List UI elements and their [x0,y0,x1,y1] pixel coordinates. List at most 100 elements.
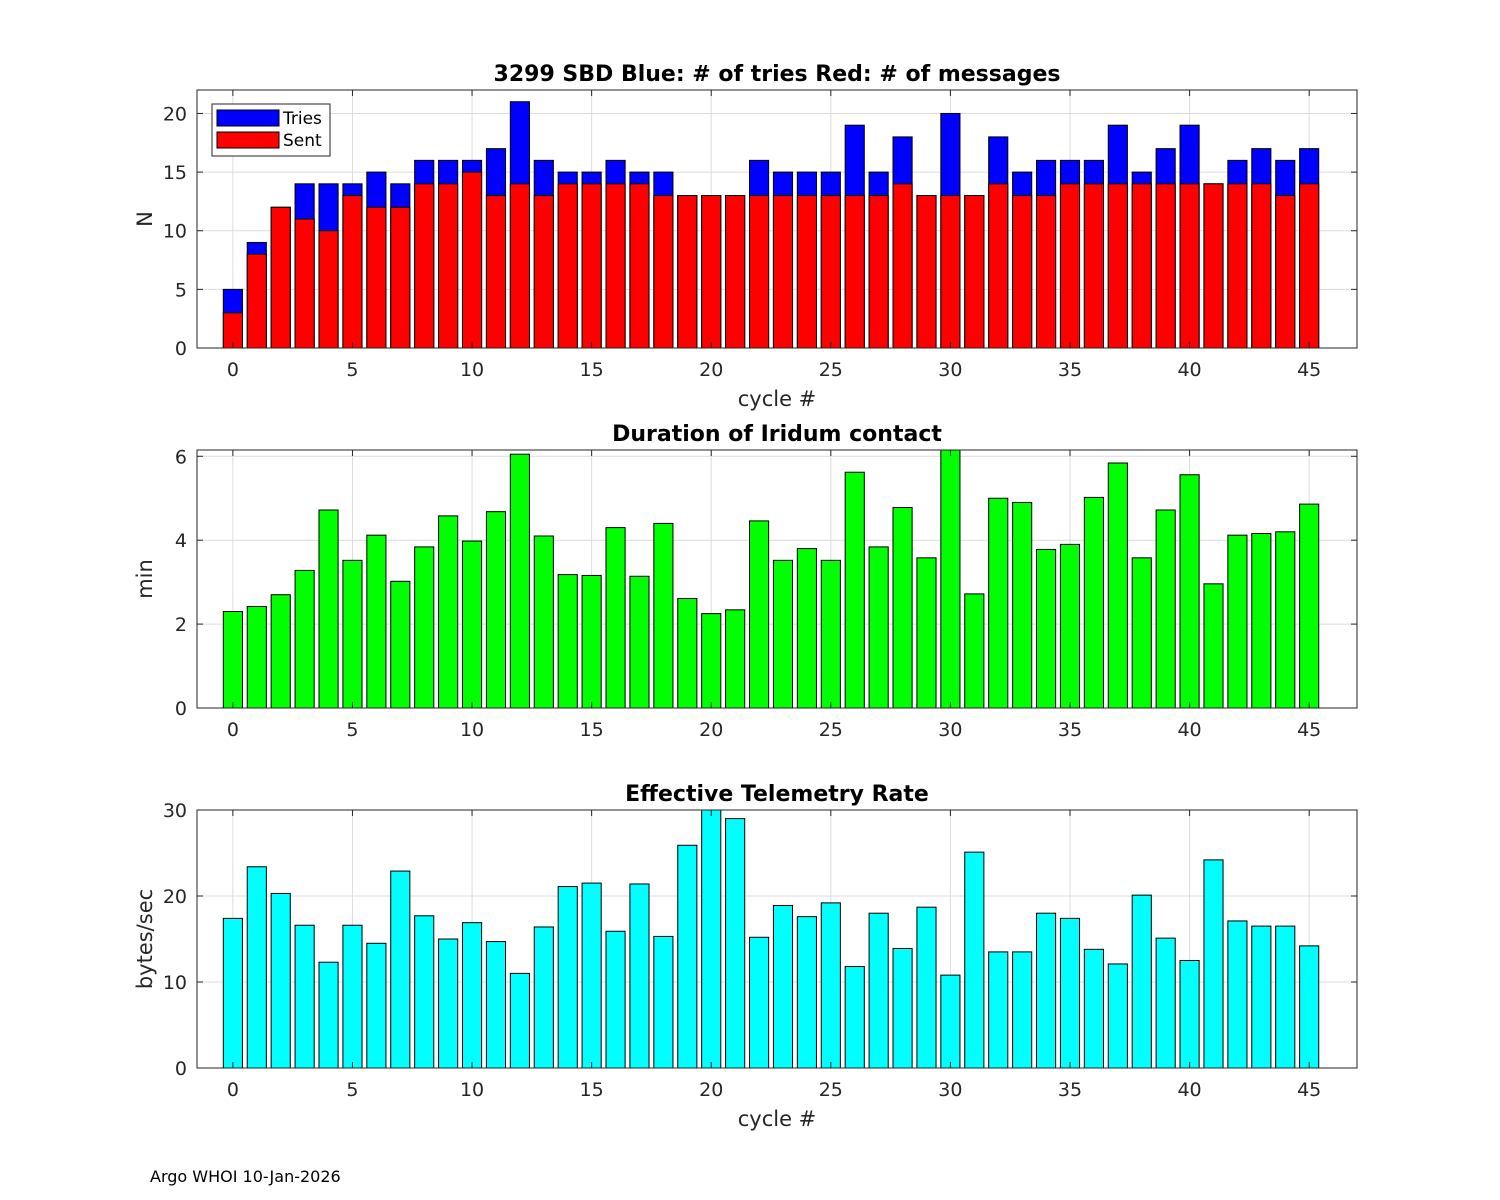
bar-29 [916,557,937,709]
bar-43 [1251,532,1272,709]
bar-2 [270,594,291,709]
bar-44 [1275,531,1296,709]
y-tick-label: 15 [163,162,187,184]
bar-20 [701,809,722,1069]
chart-panel-1: 0 5 10 15 20 25 30 35 40 45 0 5 10 15 20 3299 SBD Blue:… [133,62,1358,411]
ticks: 0 5 10 15 20 25 30 35 40 45 0 10 20 30 [163,800,1357,1101]
x-tick-label: 35 [1058,719,1082,741]
x-tick-label: 0 [227,1079,239,1101]
bar-24 [796,548,817,709]
x-tick-label: 10 [460,719,484,741]
bar-12 [509,453,530,709]
bar-0 [222,917,243,1069]
bar-33 [1012,501,1033,709]
y-tick-label: 6 [175,446,187,468]
bar-24 [796,916,817,1069]
bar-sent-41 [1203,183,1224,349]
x-tick-label: 20 [699,359,723,381]
footer-text: Argo WHOI 10-Jan-2026 [150,1167,341,1186]
y-tick-label: 30 [163,800,187,822]
bar-21 [725,609,746,709]
bar-42 [1227,534,1248,709]
bar-sent-35 [1059,183,1081,349]
bar-29 [916,906,937,1069]
x-tick-label: 30 [938,1079,962,1101]
bar-sent-21 [725,195,746,349]
x-tick-label: 45 [1297,719,1321,741]
bar-sent-30 [940,195,961,349]
bar-0 [222,611,243,709]
bar-13 [533,535,554,709]
bar-1 [246,866,267,1069]
bar-8 [414,546,435,709]
bar-sent-5 [342,195,363,349]
bar-31 [964,593,985,709]
bar-3 [294,924,315,1069]
bar-18 [653,935,674,1069]
bar-23 [772,904,794,1069]
bar-37 [1107,462,1128,709]
bar-38 [1131,894,1152,1069]
bar-8 [414,915,435,1069]
y-tick-label: 20 [163,886,187,908]
bar-28 [892,947,913,1069]
bar-27 [868,912,889,1069]
x-tick-label: 45 [1297,1079,1321,1101]
bar-11 [485,511,507,709]
bar-27 [868,546,889,709]
bar-sent-17 [629,183,650,349]
bar-sent-18 [653,195,674,349]
bars [222,449,1320,709]
y-tick-label: 2 [175,614,187,636]
bar-sent-37 [1107,183,1128,349]
bar-sent-42 [1227,183,1248,349]
bar-sent-16 [605,183,626,349]
x-axis-label: cycle # [738,1107,817,1131]
bar-12 [509,972,530,1069]
bar-18 [653,522,674,709]
axes-frame [196,809,1358,1069]
bar-7 [390,870,411,1069]
bar-2 [270,892,291,1069]
x-tick-label: 40 [1177,719,1201,741]
x-tick-label: 40 [1177,1079,1201,1101]
bar-26 [844,966,865,1069]
bar-sent-40 [1179,183,1200,349]
x-tick-label: 30 [938,719,962,741]
bar-sent-45 [1299,183,1320,349]
bar-sent-24 [796,195,817,349]
y-tick-label: 10 [163,221,187,243]
bar-sent-12 [509,183,530,349]
bar-3 [294,569,315,709]
y-tick-label: 4 [175,530,187,552]
x-tick-label: 25 [819,359,843,381]
y-tick-label: 20 [163,103,187,125]
bar-45 [1299,503,1320,709]
bar-sent-23 [772,195,794,349]
y-tick-label: 5 [175,279,187,301]
bar-sent-29 [916,195,937,349]
bar-13 [533,926,554,1069]
bar-sent-38 [1131,183,1152,349]
bar-17 [629,883,650,1069]
bar-16 [605,527,626,709]
bar-19 [677,598,698,709]
bar-15 [581,574,602,709]
bar-36 [1083,496,1104,709]
x-tick-label: 30 [938,359,962,381]
bar-16 [605,930,626,1069]
bar-14 [557,574,578,709]
bar-15 [581,882,602,1069]
x-tick-label: 40 [1177,359,1201,381]
bar-sent-31 [964,195,985,349]
bar-42 [1227,920,1248,1069]
bar-sent-9 [438,183,459,349]
bar-sent-25 [820,195,841,349]
chart-title: 3299 SBD Blue: # of tries Red: # of mess… [494,62,1061,87]
x-tick-label: 10 [460,1079,484,1101]
x-tick-label: 0 [227,719,239,741]
legend-swatch-tries [216,109,280,127]
x-tick-label: 0 [227,359,239,381]
legend-label-sent: Sent [283,131,322,151]
